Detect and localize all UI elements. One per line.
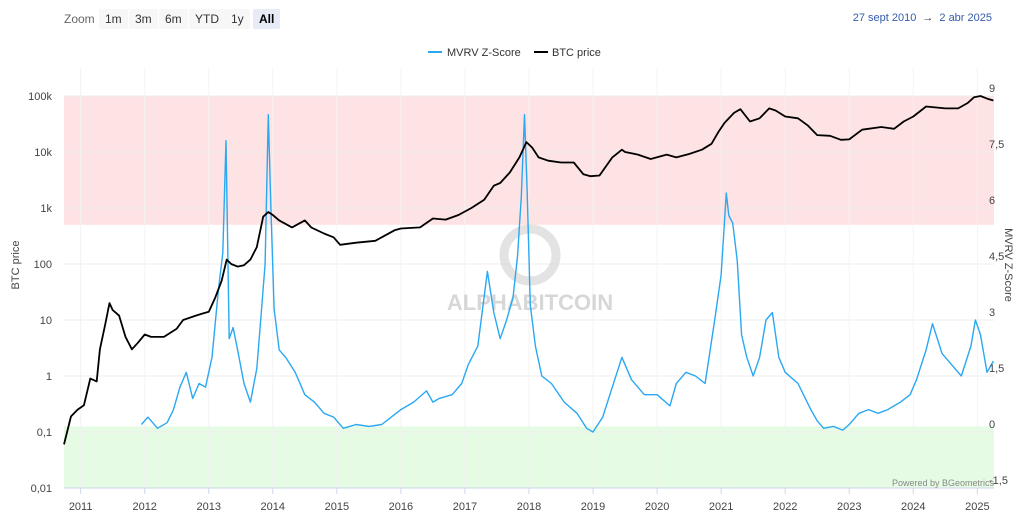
right-axis-title: MVRV Z-Score bbox=[1002, 228, 1014, 302]
y-left-tick-label: 0,1 bbox=[37, 427, 52, 439]
chart-toolbar: Zoom 1m 3m 6m YTD 1y All 27 sept 2010 → 2 … bbox=[0, 0, 1024, 36]
zoom-6m-button[interactable]: 6m bbox=[159, 9, 188, 29]
x-tick-label: 2017 bbox=[453, 501, 477, 513]
right-axis: -1,5 0 1,5 3 4,5 6 7,5 9 bbox=[989, 83, 1008, 487]
range-arrow: → bbox=[922, 12, 934, 24]
y-right-tick-label: -1,5 bbox=[989, 475, 1008, 487]
y-left-tick-label: 100 bbox=[34, 259, 52, 271]
x-axis: 2011 2012 2013 2014 2015 2016 2017 2018 2019 2020… bbox=[64, 487, 994, 513]
y-right-tick-label: 1,5 bbox=[989, 363, 1004, 375]
x-tick-label: 2023 bbox=[837, 501, 861, 513]
range-start[interactable]: 27 sept 2010 bbox=[852, 12, 917, 24]
x-tick-label: 2015 bbox=[325, 501, 349, 513]
x-tick-label: 2012 bbox=[132, 501, 156, 513]
credit-text: Powered by BGeometrics bbox=[892, 478, 995, 488]
y-left-tick-label: 10k bbox=[34, 147, 52, 159]
series-layer bbox=[63, 95, 995, 445]
date-range[interactable]: 27 sept 2010 → 2 abr 2025 bbox=[853, 12, 992, 24]
y-left-tick-label: 100k bbox=[28, 91, 52, 103]
x-tick-label: 2019 bbox=[581, 501, 605, 513]
legend: MVRV Z-Score BTC price bbox=[428, 47, 601, 59]
y-left-tick-label: 1k bbox=[40, 203, 52, 215]
mvrv-zscore-line bbox=[140, 113, 995, 433]
y-right-tick-label: 4,5 bbox=[989, 251, 1004, 263]
y-left-tick-label: 1 bbox=[46, 371, 52, 383]
y-right-tick-label: 3 bbox=[989, 307, 995, 319]
x-tick-label: 2014 bbox=[261, 501, 285, 513]
range-end[interactable]: 2 abr 2025 bbox=[939, 12, 992, 24]
zoom-1y-button[interactable]: 1y bbox=[225, 9, 250, 29]
zoom-1m-button[interactable]: 1m bbox=[99, 9, 128, 29]
zoom-label: Zoom bbox=[64, 12, 95, 26]
btc-price-line bbox=[63, 95, 994, 445]
y-right-tick-label: 9 bbox=[989, 83, 995, 95]
zoom-3m-button[interactable]: 3m bbox=[129, 9, 158, 29]
legend-price-label[interactable]: BTC price bbox=[552, 47, 601, 59]
y-right-tick-label: 7,5 bbox=[989, 139, 1004, 151]
x-tick-label: 2013 bbox=[197, 501, 221, 513]
x-tick-label: 2018 bbox=[517, 501, 541, 513]
x-tick-label: 2025 bbox=[965, 501, 989, 513]
zoom-ytd-button[interactable]: YTD bbox=[189, 9, 225, 29]
x-tick-label: 2020 bbox=[645, 501, 669, 513]
y-right-tick-label: 0 bbox=[989, 419, 995, 431]
legend-mvrv-label[interactable]: MVRV Z-Score bbox=[447, 47, 521, 59]
y-right-tick-label: 6 bbox=[989, 195, 995, 207]
x-tick-label: 2021 bbox=[709, 501, 733, 513]
x-tick-label: 2011 bbox=[69, 501, 93, 513]
y-left-tick-label: 10 bbox=[40, 315, 52, 327]
zoom-all-button[interactable]: All bbox=[253, 9, 281, 29]
y-left-tick-label: 0,01 bbox=[31, 483, 52, 495]
x-tick-label: 2024 bbox=[901, 501, 925, 513]
x-tick-label: 2022 bbox=[773, 501, 797, 513]
x-tick-label: 2016 bbox=[389, 501, 413, 513]
left-axis-title: BTC price bbox=[10, 241, 22, 290]
left-axis: 0,01 0,1 1 10 100 1k 10k 100k bbox=[28, 91, 52, 495]
